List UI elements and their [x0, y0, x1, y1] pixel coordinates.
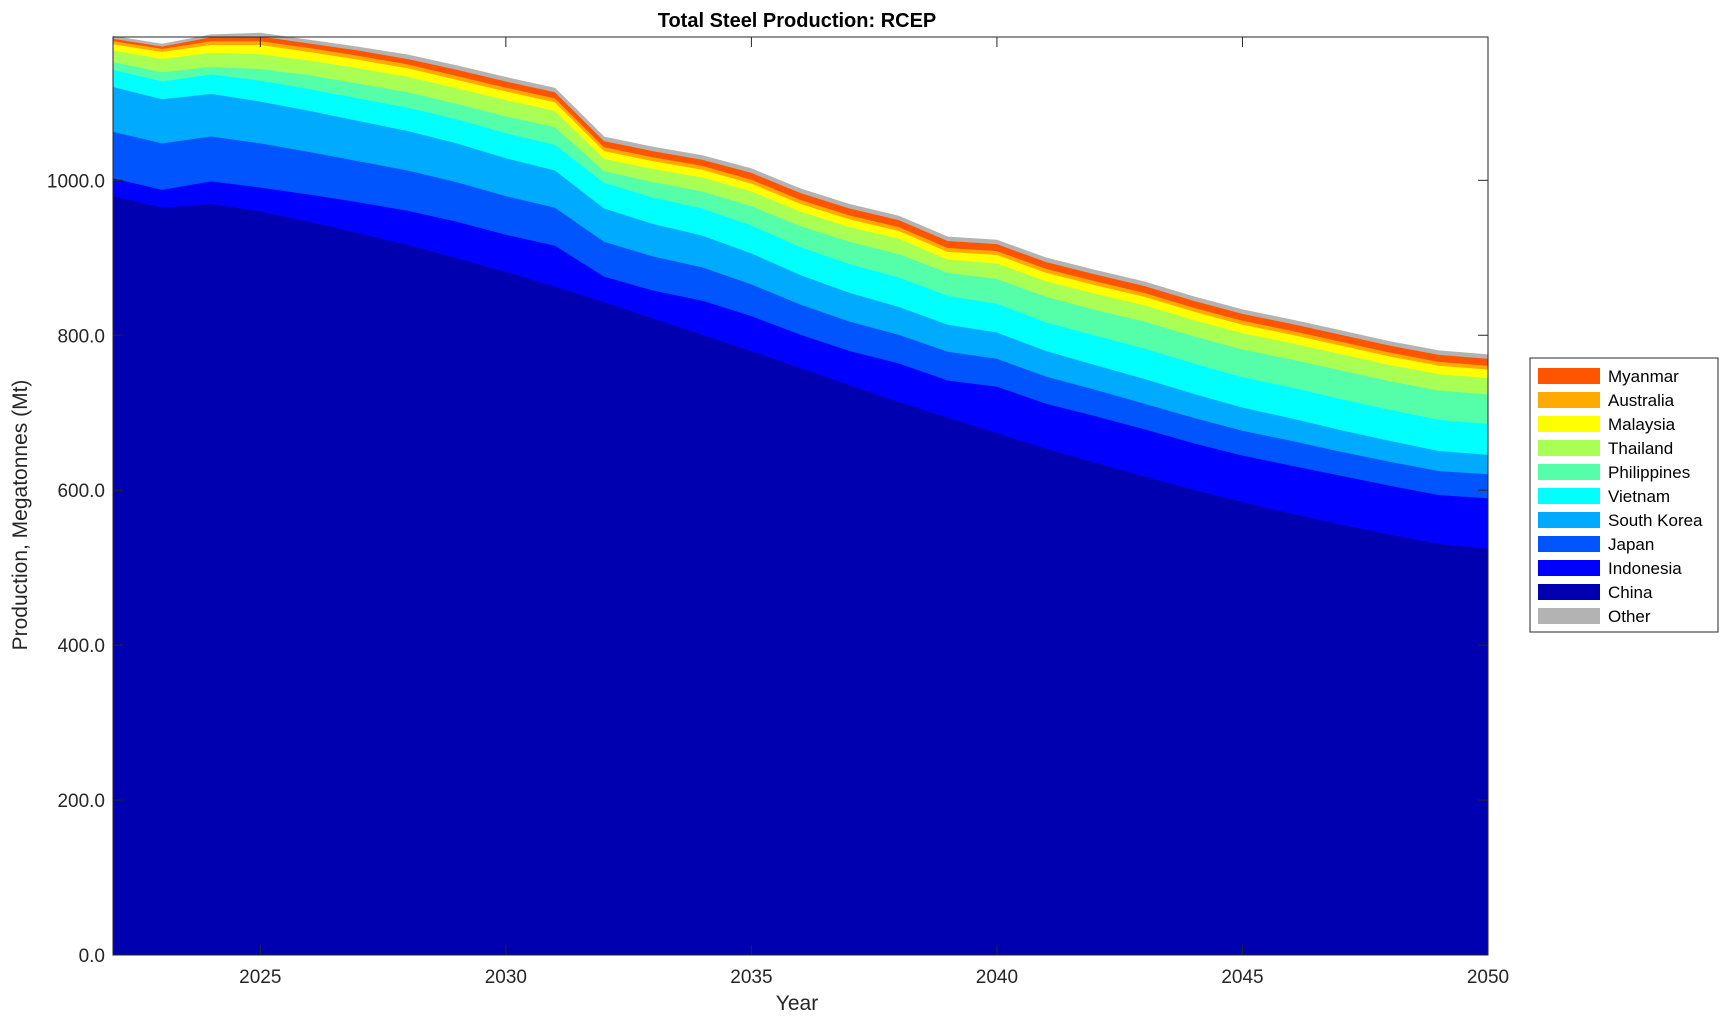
y-tick-label: 600.0 — [57, 481, 105, 502]
legend-swatch-vietnam — [1538, 488, 1600, 504]
legend: Myanmar Australia Malaysia Thailand Philippi… — [1529, 357, 1719, 633]
legend-swatch-other — [1538, 608, 1600, 624]
y-tick-label: 1000.0 — [47, 171, 105, 192]
legend-label-indonesia: Indonesia — [1608, 559, 1682, 578]
legend-swatch-thailand — [1538, 440, 1600, 456]
y-axis-label: Production, Megatonnes (Mt) — [9, 380, 32, 651]
plot-frame — [112, 36, 1489, 956]
x-tick-label: 2030 — [485, 967, 527, 988]
y-tick-label: 800.0 — [57, 326, 105, 347]
area-layers — [112, 32, 1489, 956]
legend-swatch-myanmar — [1538, 368, 1600, 384]
chart-title: Total Steel Production: RCEP — [658, 10, 937, 32]
y-tick-label: 400.0 — [57, 636, 105, 657]
legend-label-malaysia: Malaysia — [1608, 415, 1676, 434]
y-tick-label: 0.0 — [79, 946, 105, 967]
legend-swatch-south-korea — [1538, 512, 1600, 528]
legend-swatch-japan — [1538, 536, 1600, 552]
y-tick-label: 200.0 — [57, 791, 105, 812]
legend-label-australia: Australia — [1608, 391, 1675, 410]
legend-label-myanmar: Myanmar — [1608, 367, 1679, 386]
legend-swatch-malaysia — [1538, 416, 1600, 432]
legend-label-china: China — [1608, 583, 1653, 602]
legend-swatch-philippines — [1538, 464, 1600, 480]
x-tick-label: 2025 — [239, 967, 281, 988]
x-tick-label: 2050 — [1467, 967, 1509, 988]
legend-label-philippines: Philippines — [1608, 463, 1690, 482]
x-tick-label: 2035 — [730, 967, 772, 988]
legend-swatch-china — [1538, 584, 1600, 600]
legend-label-thailand: Thailand — [1608, 439, 1673, 458]
legend-label-other: Other — [1608, 607, 1651, 626]
legend-label-japan: Japan — [1608, 535, 1654, 554]
legend-swatch-indonesia — [1538, 560, 1600, 576]
x-axis: 2025 2030 2035 2040 2045 2050 — [239, 37, 1509, 988]
legend-label-vietnam: Vietnam — [1608, 487, 1670, 506]
x-tick-label: 2040 — [976, 967, 1018, 988]
x-axis-label: Year — [776, 992, 818, 1015]
y-axis: 0.0 200.0 400.0 600.0 800.0 1000.0 — [47, 171, 1488, 967]
legend-label-south-korea: South Korea — [1608, 511, 1703, 530]
x-tick-label: 2045 — [1221, 967, 1263, 988]
legend-swatch-australia — [1538, 392, 1600, 408]
